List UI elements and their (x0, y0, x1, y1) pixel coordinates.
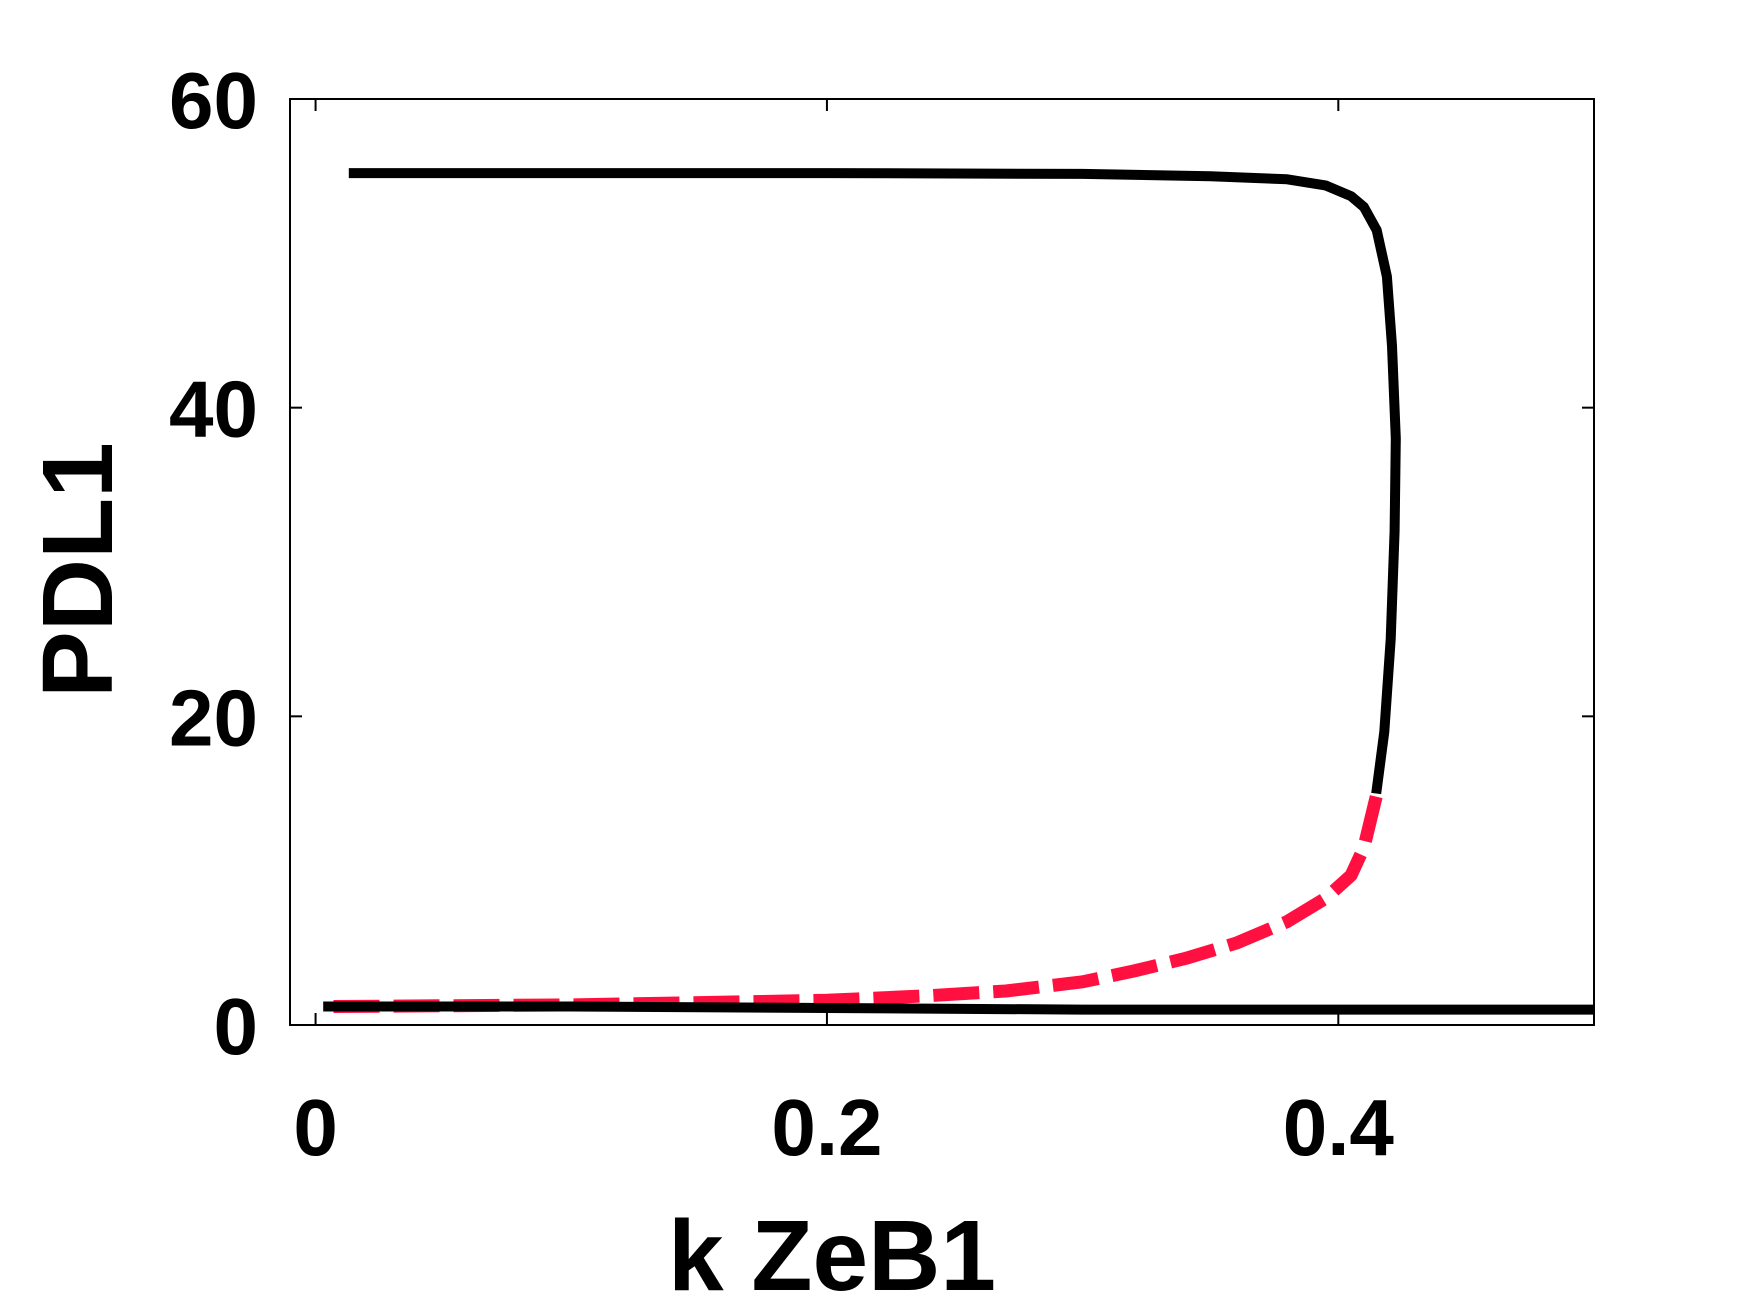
plot-lines (323, 168, 1594, 1015)
x-tick-label: 0.2 (771, 1083, 882, 1172)
series-line-0-solid (348, 168, 1401, 795)
series-line-1-dashed (333, 795, 1383, 1013)
series-line-2-solid (323, 1001, 1594, 1015)
x-tick-label: 0.4 (1283, 1083, 1395, 1172)
plot-frame (289, 98, 1595, 1026)
y-tick-label: 20 (169, 673, 258, 762)
y-tick-label: 0 (214, 982, 259, 1071)
y-tick-label: 40 (169, 365, 258, 454)
y-axis-ticks: 0 20 40 60 (169, 56, 1594, 1071)
y-axis-title: PDL1 (22, 442, 134, 698)
y-tick-label: 60 (169, 56, 258, 145)
x-axis-ticks: 0 0.2 0.4 (293, 99, 1394, 1172)
x-axis-title: k ZeB1 (668, 1200, 996, 1312)
x-tick-label: 0 (293, 1083, 338, 1172)
